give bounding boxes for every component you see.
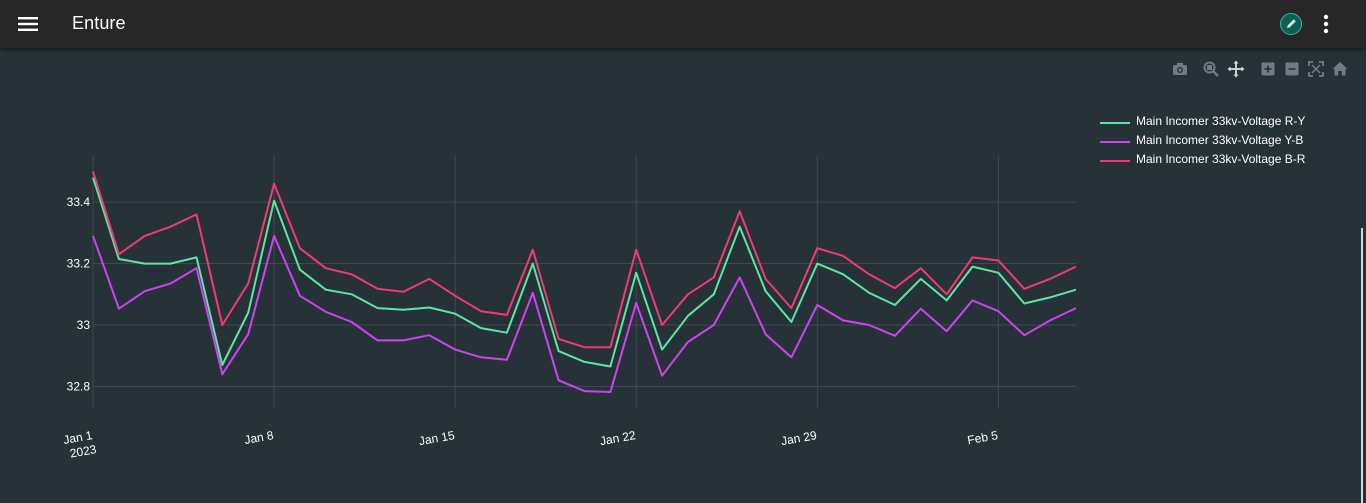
camera-icon [1173,63,1187,75]
pan-icon [1227,60,1245,78]
legend-swatch-r-y [1100,122,1130,124]
series-line-2 [92,234,1077,393]
app-title: Enture [72,13,126,33]
x-tick-label: Jan 1 [62,428,94,447]
zoom-button[interactable] [1201,59,1221,79]
legend-label-b-r: Main Incomer 33kv-Voltage B-R [1136,152,1306,166]
x-tick-label: Jan 8 [243,428,275,447]
x-tick-label: Jan 15 [418,428,456,448]
zoom-in-icon [1261,62,1275,76]
y-tick-label: 33 [77,318,91,332]
more-vert-icon [1323,14,1329,34]
reset-axes-button[interactable] [1330,59,1350,79]
app-header: Enture [0,0,1366,48]
autoscale-icon [1308,61,1324,77]
download-image-button[interactable] [1170,59,1190,79]
scrollbar[interactable] [1361,228,1363,503]
x-tick-sublabel: 2023 [69,442,98,460]
x-tick-label: Feb 5 [966,428,999,447]
series-line-3 [92,171,1077,349]
zoom-out-icon [1285,62,1299,76]
y-tick-label: 33.4 [67,195,91,209]
zoom-icon [1203,61,1219,77]
series-line-1 [92,177,1077,368]
menu-icon [18,17,38,31]
legend-label-r-y: Main Incomer 33kv-Voltage R-Y [1136,114,1306,128]
legend-swatch-y-b [1100,141,1130,143]
chart-area: 32.8 33 33.2 33.4 Jan 1 2023 Jan 8 Jan 15 Jan 22… [0,48,1366,503]
legend-swatch-b-r [1100,160,1130,162]
y-tick-label: 32.8 [67,379,91,393]
legend-label-y-b: Main Incomer 33kv-Voltage Y-B [1136,133,1304,147]
home-icon [1332,62,1348,76]
y-tick-label: 33.2 [67,257,91,271]
x-tick-label: Jan 29 [780,428,818,448]
more-options-button[interactable] [1316,12,1336,36]
zoom-out-button[interactable] [1282,59,1302,79]
pan-button[interactable] [1226,59,1246,79]
x-tick-label: Jan 22 [599,428,637,448]
pencil-icon [1287,19,1296,28]
menu-button[interactable] [14,10,42,38]
autoscale-button[interactable] [1306,59,1326,79]
zoom-in-button[interactable] [1258,59,1278,79]
edit-button[interactable] [1280,13,1302,35]
